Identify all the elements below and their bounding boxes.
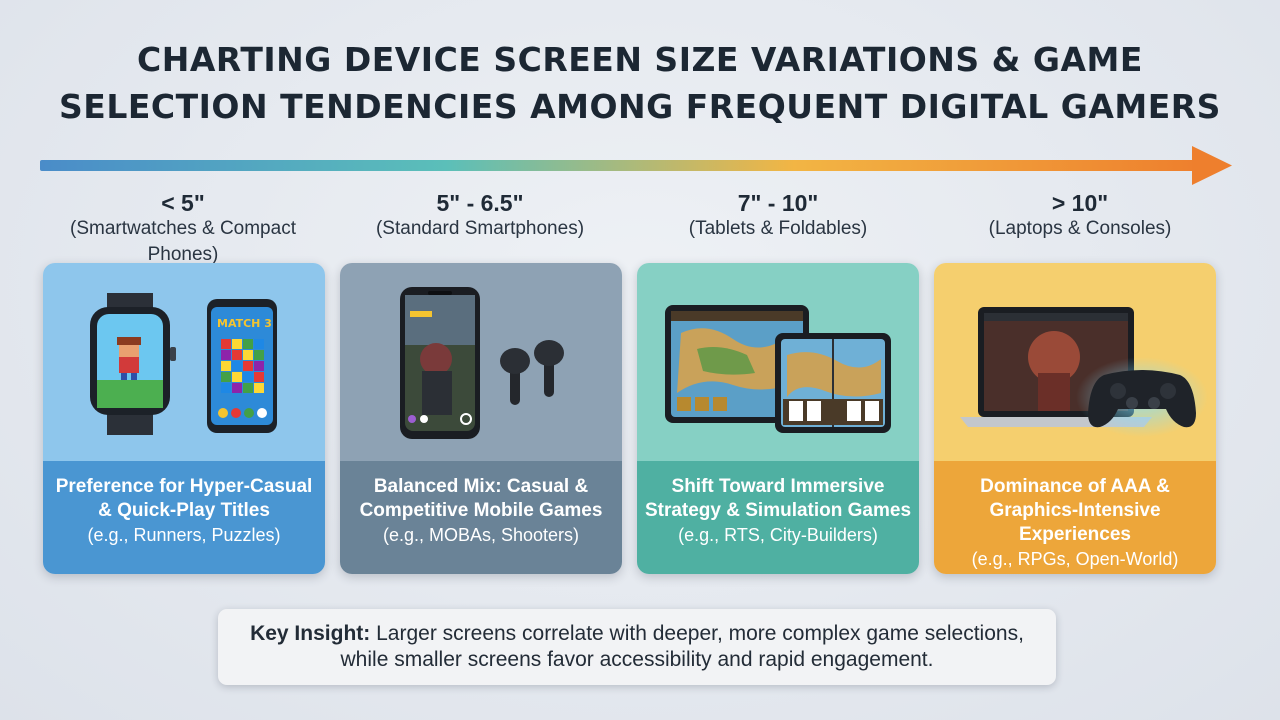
card-headline-line-1: Balanced Mix: Casual & bbox=[373, 476, 589, 497]
insight-text-2: while smaller screens favor accessibilit… bbox=[340, 648, 934, 671]
size-range: 5" - 6.5" bbox=[436, 190, 524, 216]
card-headline-line-2: Strategy & Simulation Games bbox=[644, 500, 912, 521]
match-logo-text: MATCH 3 bbox=[217, 317, 272, 330]
card-examples: (e.g., RTS, City-Builders) bbox=[678, 525, 878, 545]
card-caption: Preference for Hyper-Casual & Quick-Play… bbox=[43, 461, 325, 574]
card-caption: Shift Toward Immersive Strategy & Simula… bbox=[637, 461, 919, 574]
device-types: (Laptops & Consoles) bbox=[988, 218, 1172, 239]
card-headline-line-2: Competitive Mobile Games bbox=[359, 500, 603, 521]
card-examples: (e.g., Runners, Puzzles) bbox=[87, 525, 281, 545]
foldable-icon bbox=[775, 333, 891, 433]
size-range: > 10" bbox=[1051, 190, 1109, 216]
card-art bbox=[637, 263, 919, 461]
size-label-large: > 10" (Laptops & Consoles) bbox=[930, 190, 1230, 242]
card-headline-line-2: Graphics-Intensive Experiences bbox=[989, 500, 1161, 545]
smartphone-icon bbox=[400, 287, 480, 439]
size-label-standard: 5" - 6.5" (Standard Smartphones) bbox=[330, 190, 630, 242]
page-title: CHARTING DEVICE SCREEN SIZE VARIATIONS &… bbox=[40, 36, 1240, 130]
card-caption: Dominance of AAA & Graphics-Intensive Ex… bbox=[934, 461, 1216, 574]
card-headline-line-1: Preference for Hyper-Casual bbox=[55, 476, 313, 497]
device-types: (Smartwatches & Compact Phones) bbox=[70, 218, 296, 265]
size-range: < 5" bbox=[161, 190, 205, 216]
card-art: MATCH 3 bbox=[43, 263, 325, 461]
title-line-1: CHARTING DEVICE SCREEN SIZE VARIATIONS &… bbox=[137, 40, 1143, 79]
smartwatch-icon bbox=[90, 293, 176, 435]
card-compact: MATCH 3 Preference for Hyper-Casual & Qu… bbox=[43, 263, 325, 574]
card-examples: (e.g., MOBAs, Shooters) bbox=[382, 525, 580, 545]
earbuds-icon bbox=[500, 340, 564, 405]
device-types: (Tablets & Foldables) bbox=[688, 218, 868, 239]
card-headline-line-1: Dominance of AAA & bbox=[980, 476, 1170, 497]
card-caption: Balanced Mix: Casual & Competitive Mobil… bbox=[340, 461, 622, 574]
puzzle-grid bbox=[221, 339, 264, 393]
insight-line-1: Key Insight: Larger screens correlate wi… bbox=[218, 621, 1056, 647]
insight-label: Key Insight: bbox=[250, 622, 371, 645]
gamepad-icon bbox=[1076, 357, 1208, 437]
size-label-small: < 5" (Smartwatches & Compact Phones) bbox=[33, 190, 333, 268]
card-headline-line-2: & Quick-Play Titles bbox=[98, 500, 270, 521]
card-art bbox=[934, 263, 1216, 461]
compact-phone-icon: MATCH 3 bbox=[207, 299, 277, 433]
screen-size-arrow bbox=[40, 146, 1232, 185]
size-label-tablet: 7" - 10" (Tablets & Foldables) bbox=[628, 190, 928, 242]
insight-text-1: Larger screens correlate with deeper, mo… bbox=[376, 622, 1024, 645]
tablet-icon bbox=[665, 305, 809, 423]
card-tablet: Shift Toward Immersive Strategy & Simula… bbox=[637, 263, 919, 574]
size-range: 7" - 10" bbox=[737, 190, 819, 216]
card-art bbox=[340, 263, 622, 461]
device-types: (Standard Smartphones) bbox=[375, 218, 585, 239]
card-examples: (e.g., RPGs, Open-World) bbox=[971, 549, 1179, 569]
title-line-2: SELECTION TENDENCIES AMONG FREQUENT DIGI… bbox=[59, 87, 1221, 126]
card-large: Dominance of AAA & Graphics-Intensive Ex… bbox=[934, 263, 1216, 574]
card-headline-line-1: Shift Toward Immersive bbox=[671, 476, 885, 497]
key-insight-box: Key Insight: Larger screens correlate wi… bbox=[218, 609, 1056, 685]
card-standard: Balanced Mix: Casual & Competitive Mobil… bbox=[340, 263, 622, 574]
